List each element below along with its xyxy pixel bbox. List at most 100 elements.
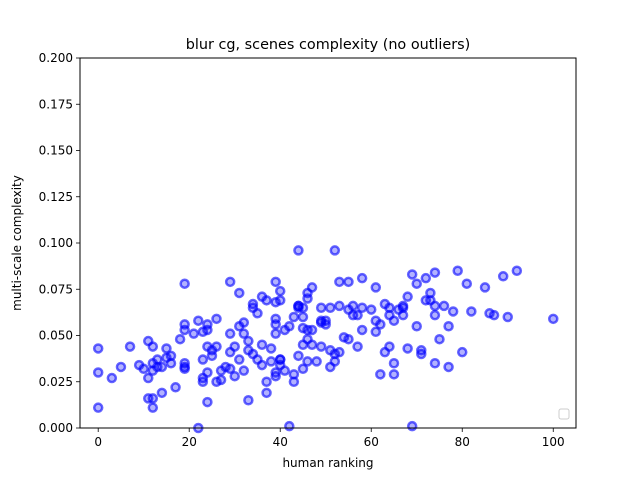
data-point: [279, 365, 291, 376]
data-point: [302, 293, 313, 304]
y-tick-label: 0.000: [39, 421, 73, 435]
data-point: [402, 291, 413, 302]
data-point: [365, 304, 377, 315]
data-point: [270, 370, 281, 382]
data-point: [411, 321, 422, 332]
data-point: [434, 333, 445, 345]
data-point: [384, 302, 395, 313]
y-tick-label: 0.150: [39, 144, 73, 158]
data-point: [284, 321, 295, 332]
data-point: [452, 265, 463, 276]
data-point: [306, 282, 318, 293]
data-point: [297, 302, 309, 313]
data-point: [252, 308, 263, 319]
data-point: [315, 341, 327, 352]
data-point: [274, 354, 286, 365]
data-point: [256, 359, 268, 371]
data-point: [261, 376, 272, 387]
data-point: [297, 311, 309, 323]
x-axis-label: human ranking: [282, 456, 373, 470]
data-point: [202, 367, 213, 378]
data-point: [329, 245, 341, 256]
y-tick-label: 0.100: [39, 236, 73, 250]
data-point: [197, 376, 209, 387]
data-point: [352, 341, 363, 352]
data-point: [238, 317, 250, 328]
data-point: [443, 321, 454, 332]
x-tick-label: 100: [542, 435, 565, 449]
data-point: [334, 276, 345, 288]
data-point: [315, 302, 327, 313]
x-tick-label: 40: [273, 435, 288, 449]
data-point: [297, 363, 309, 375]
data-point: [343, 276, 354, 288]
data-point: [429, 309, 441, 321]
data-point: [261, 387, 272, 399]
data-point: [224, 328, 236, 339]
data-point: [115, 361, 127, 373]
data-point: [215, 374, 227, 386]
data-point: [270, 328, 281, 339]
data-point: [293, 350, 304, 362]
data-point: [256, 339, 268, 350]
data-point: [288, 311, 300, 323]
data-point: [274, 285, 286, 297]
data-point: [270, 276, 281, 288]
data-point: [179, 324, 190, 336]
data-point: [325, 302, 336, 313]
data-point: [156, 387, 168, 399]
data-point: [170, 382, 181, 393]
data-point: [274, 295, 286, 306]
data-points: [92, 245, 559, 434]
data-point: [447, 306, 459, 317]
data-point: [234, 354, 245, 365]
data-point: [416, 348, 427, 360]
data-point: [243, 335, 254, 347]
data-point: [306, 324, 318, 336]
data-point: [429, 267, 441, 278]
data-point: [147, 402, 159, 413]
data-point: [156, 361, 168, 373]
y-tick-label: 0.075: [39, 282, 73, 296]
data-point: [238, 365, 250, 376]
data-point: [406, 269, 418, 280]
x-axis: 0 20 40 60 80 100: [94, 428, 565, 449]
data-point: [165, 350, 177, 362]
y-tick-label: 0.050: [39, 329, 73, 343]
data-point: [143, 372, 154, 384]
y-tick-label: 0.200: [39, 51, 73, 65]
data-point: [375, 369, 386, 380]
data-point: [288, 376, 300, 387]
data-point: [456, 346, 468, 358]
data-point: [306, 339, 318, 350]
data-point: [511, 265, 523, 276]
data-point: [548, 313, 559, 325]
y-tick-label: 0.175: [39, 97, 73, 111]
y-axis-label: multi-scale complexity: [10, 175, 24, 311]
data-point: [397, 302, 409, 313]
data-point: [438, 300, 450, 312]
data-point: [479, 282, 491, 293]
data-point: [497, 271, 509, 282]
data-point: [193, 315, 204, 326]
data-point: [320, 319, 331, 330]
data-point: [384, 341, 395, 352]
data-point: [420, 272, 432, 284]
data-point: [92, 343, 104, 354]
data-point: [138, 363, 149, 375]
data-point: [202, 396, 213, 408]
x-tick-label: 60: [364, 435, 379, 449]
data-point: [234, 287, 245, 299]
x-tick-label: 20: [182, 435, 197, 449]
data-point: [429, 300, 441, 312]
data-point: [461, 278, 473, 289]
data-point: [265, 356, 277, 367]
data-point: [402, 343, 413, 354]
x-tick-label: 0: [94, 435, 102, 449]
y-tick-label: 0.025: [39, 375, 73, 389]
data-point: [356, 324, 368, 336]
data-point: [211, 313, 222, 325]
x-tick-label: 80: [455, 435, 470, 449]
